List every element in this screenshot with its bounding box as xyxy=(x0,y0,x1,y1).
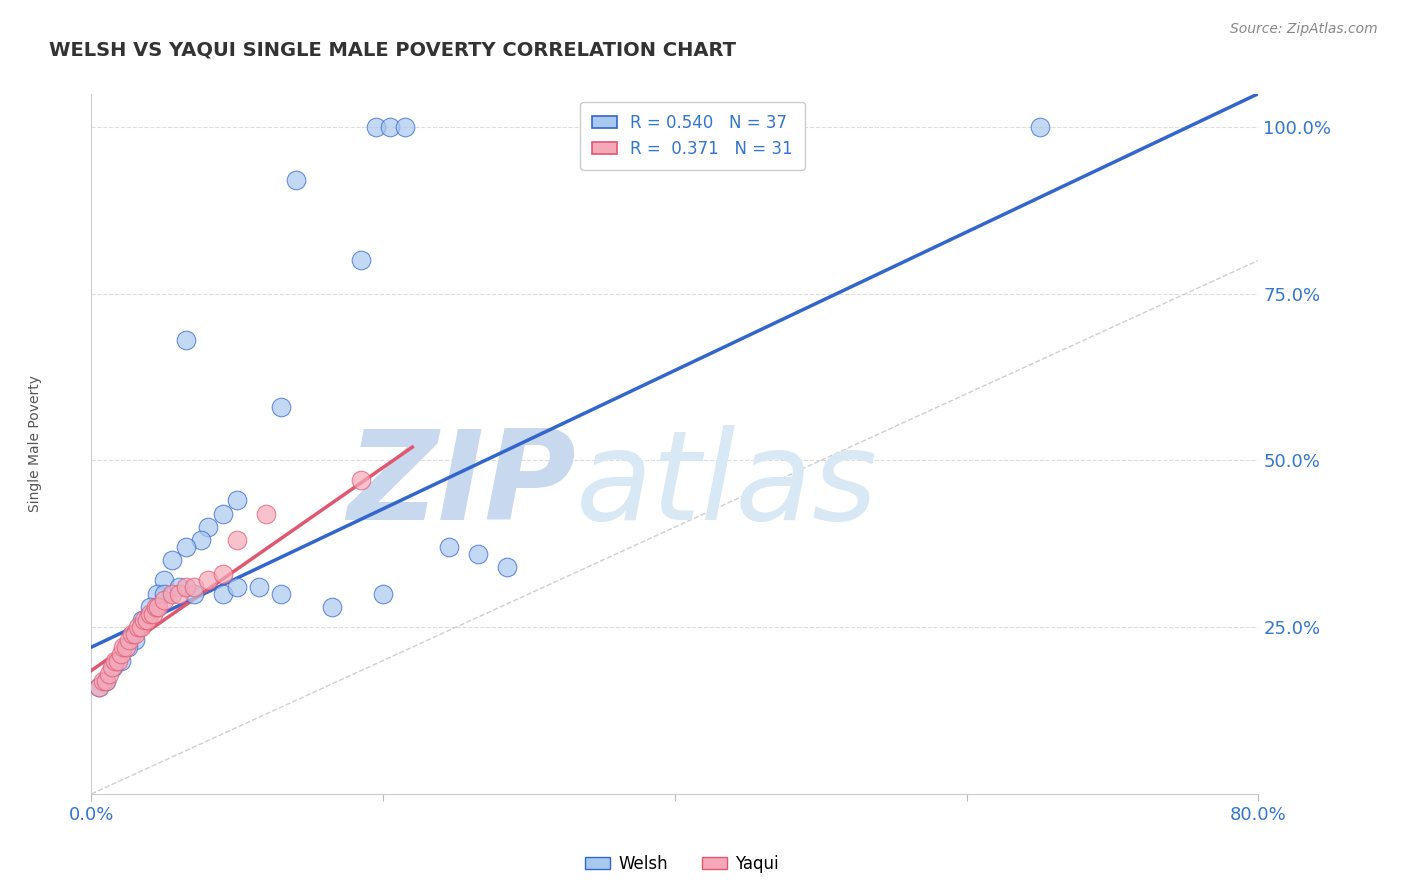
Point xyxy=(94,673,117,688)
Point xyxy=(226,533,249,548)
Point xyxy=(437,540,460,554)
Point xyxy=(103,660,125,674)
Point xyxy=(183,580,205,594)
Point xyxy=(467,547,489,561)
Point xyxy=(153,593,176,607)
Point xyxy=(153,587,176,601)
Point xyxy=(131,614,153,628)
Point xyxy=(350,474,373,488)
Point xyxy=(148,600,170,615)
Point xyxy=(145,600,167,615)
Point xyxy=(167,580,190,594)
Point xyxy=(91,673,114,688)
Point xyxy=(132,614,155,628)
Point xyxy=(121,627,143,641)
Point xyxy=(127,620,149,634)
Point xyxy=(254,507,277,521)
Legend: R = 0.540   N = 37, R =  0.371   N = 31: R = 0.540 N = 37, R = 0.371 N = 31 xyxy=(581,102,804,169)
Point xyxy=(167,587,190,601)
Point xyxy=(142,607,165,621)
Point xyxy=(211,507,233,521)
Point xyxy=(197,574,219,588)
Point xyxy=(138,607,162,621)
Point xyxy=(115,640,138,655)
Point xyxy=(364,120,387,134)
Point xyxy=(380,120,402,134)
Point xyxy=(183,587,205,601)
Text: WELSH VS YAQUI SINGLE MALE POVERTY CORRELATION CHART: WELSH VS YAQUI SINGLE MALE POVERTY CORRE… xyxy=(49,40,737,59)
Point xyxy=(371,587,394,601)
Point xyxy=(160,587,183,601)
Point xyxy=(211,587,233,601)
Legend: Welsh, Yaqui: Welsh, Yaqui xyxy=(579,848,785,880)
Point xyxy=(101,660,124,674)
Point xyxy=(104,653,127,667)
Point xyxy=(107,653,129,667)
Point xyxy=(394,120,416,134)
Point xyxy=(174,580,197,594)
Point xyxy=(197,520,219,534)
Point xyxy=(226,493,249,508)
Text: Single Male Poverty: Single Male Poverty xyxy=(28,376,42,512)
Point xyxy=(124,633,146,648)
Point xyxy=(124,627,146,641)
Point xyxy=(153,574,176,588)
Point xyxy=(174,334,197,348)
Point xyxy=(135,614,157,628)
Point xyxy=(129,620,152,634)
Point xyxy=(270,400,292,414)
Text: ZIP: ZIP xyxy=(347,425,575,546)
Point xyxy=(87,680,110,694)
Point xyxy=(97,666,120,681)
Text: atlas: atlas xyxy=(575,425,877,546)
Point xyxy=(1028,120,1050,134)
Point xyxy=(190,533,212,548)
Point xyxy=(94,673,117,688)
Point xyxy=(87,680,110,694)
Point xyxy=(146,587,169,601)
Point xyxy=(160,553,183,567)
Point xyxy=(118,633,141,648)
Point xyxy=(117,640,139,655)
Point xyxy=(496,560,519,574)
Point xyxy=(321,600,343,615)
Point xyxy=(110,647,132,661)
Point xyxy=(284,173,307,187)
Point xyxy=(138,600,162,615)
Point xyxy=(174,540,197,554)
Text: Source: ZipAtlas.com: Source: ZipAtlas.com xyxy=(1230,22,1378,37)
Point xyxy=(110,653,132,667)
Point xyxy=(634,120,657,134)
Point xyxy=(270,587,292,601)
Point xyxy=(350,253,373,268)
Point xyxy=(226,580,249,594)
Point xyxy=(247,580,270,594)
Point xyxy=(211,566,233,581)
Point xyxy=(112,640,135,655)
